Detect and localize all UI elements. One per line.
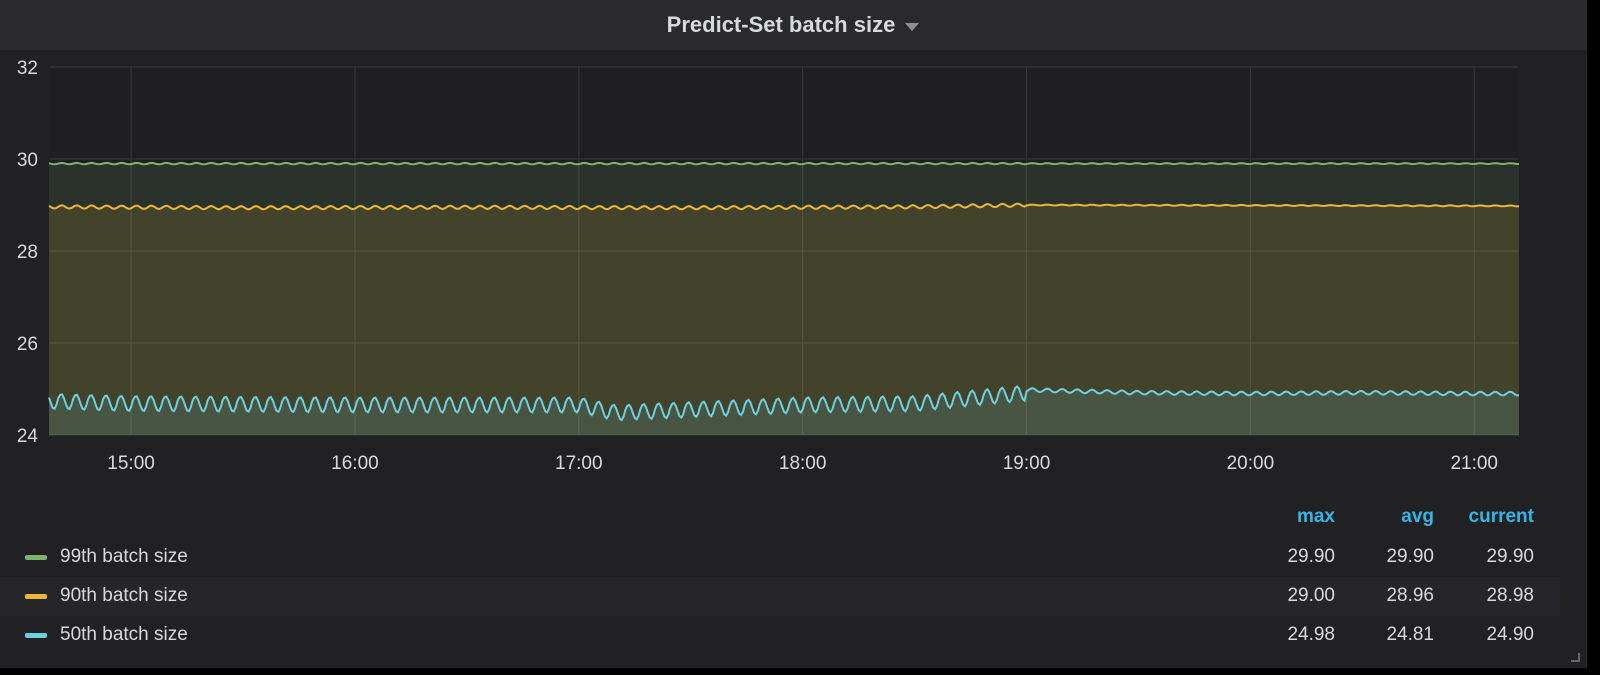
y-tick-label: 26 — [17, 334, 38, 355]
resize-handle-icon[interactable] — [1571, 653, 1580, 662]
legend-value-max: 29.90 — [1287, 546, 1335, 567]
y-tick-label: 32 — [17, 58, 38, 79]
series-line-1 — [48, 202, 1520, 211]
series-area-1 — [49, 203, 1519, 435]
x-tick-label: 17:00 — [555, 453, 603, 474]
legend-value-current: 28.98 — [1486, 585, 1534, 606]
legend-header: max avg current — [0, 500, 1560, 538]
y-tick-label: 28 — [17, 242, 38, 263]
legend-header-max[interactable]: max — [1296, 506, 1335, 527]
y-tick-label: 24 — [17, 426, 39, 447]
series-lines — [48, 161, 1520, 422]
x-tick-label: 16:00 — [331, 453, 379, 474]
legend-value-avg: 29.90 — [1386, 546, 1434, 567]
series-line-2 — [48, 384, 1520, 422]
x-tick-label: 19:00 — [1003, 453, 1051, 474]
legend-row-99th[interactable]: 99th batch size 29.90 29.90 29.90 — [0, 538, 1560, 577]
axis-ticks: 24 26 28 30 32 15:00 16:00 17:00 18:00 19:00 20:00… — [17, 58, 1498, 474]
series-color-swatch[interactable] — [25, 555, 47, 560]
legend-series-name[interactable]: 90th batch size — [60, 585, 188, 606]
legend-value-current: 29.90 — [1486, 546, 1534, 567]
x-tick-label: 20:00 — [1227, 453, 1275, 474]
y-tick-label: 30 — [17, 150, 38, 171]
panel-header: Predict-Set batch size — [0, 0, 1586, 50]
legend-value-max: 29.00 — [1287, 585, 1335, 606]
x-tick-label: 18:00 — [779, 453, 827, 474]
legend-value-current: 24.90 — [1486, 624, 1534, 645]
chart-plot: 24 26 28 30 32 15:00 16:00 17:00 18:00 19:00 20:00… — [17, 58, 1520, 474]
panel-title: Predict-Set batch size — [666, 12, 896, 37]
x-tick-label: 15:00 — [107, 453, 155, 474]
legend-value-max: 24.98 — [1287, 624, 1335, 645]
legend-value-avg: 24.81 — [1386, 624, 1434, 645]
grid-lines — [49, 66, 1519, 436]
series-color-swatch[interactable] — [25, 594, 47, 599]
legend-row-50th[interactable]: 50th batch size 24.98 24.81 24.90 — [0, 616, 1560, 655]
series-color-swatch[interactable] — [25, 633, 47, 638]
legend-series-name[interactable]: 50th batch size — [60, 624, 188, 645]
panel-title-menu[interactable]: Predict-Set batch size — [667, 12, 920, 38]
series-area-2 — [49, 386, 1519, 435]
x-tick-label: 21:00 — [1450, 453, 1498, 474]
legend-header-current[interactable]: current — [1468, 506, 1534, 527]
caret-down-icon — [905, 23, 920, 31]
series-area-0 — [49, 162, 1519, 435]
legend-header-avg[interactable]: avg — [1401, 506, 1434, 527]
legend-series-name[interactable]: 99th batch size — [60, 546, 188, 567]
legend-table: max avg current 99th batch size 29.90 29… — [0, 500, 1560, 655]
series-line-0 — [48, 161, 1519, 166]
series-areas — [49, 162, 1519, 435]
legend-value-avg: 28.96 — [1386, 585, 1434, 606]
legend-row-90th[interactable]: 90th batch size 29.00 28.96 28.98 — [0, 577, 1560, 616]
